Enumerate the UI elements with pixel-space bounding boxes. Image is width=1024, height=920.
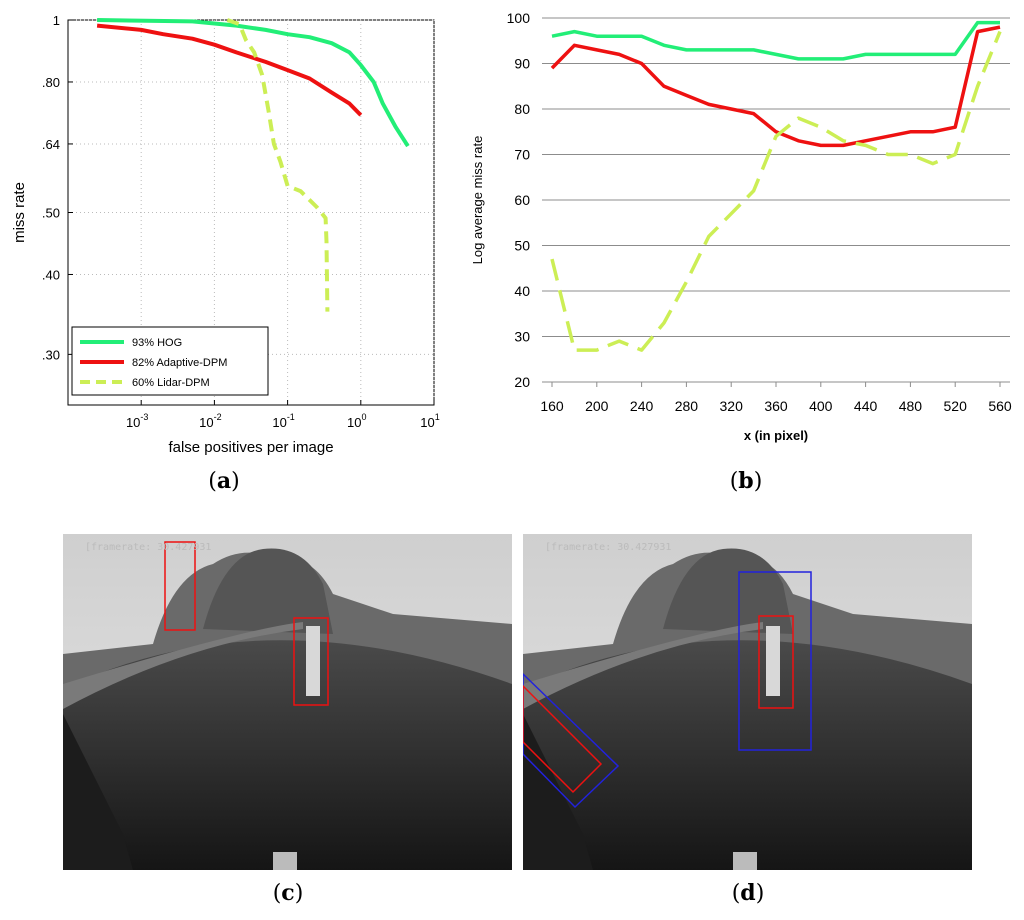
- y-tick-label: 50: [514, 238, 530, 254]
- series-line-1: [550, 25, 1001, 148]
- x-tick-label: 320: [720, 398, 744, 414]
- legend-label: 82% Adaptive-DPM: [132, 357, 227, 369]
- y-axis-label: miss rate: [11, 182, 28, 243]
- detection-box-blue: [523, 672, 620, 809]
- chart-a: 10-3 10-2 10-1 100 101 1 .80 .64 .50 .40 .30 false …: [11, 13, 440, 456]
- camera-scene-c: [63, 534, 512, 870]
- x-tick-label: 520: [944, 398, 968, 414]
- y-tick-label: 100: [507, 10, 531, 26]
- legend-label: 93% HOG: [132, 337, 182, 349]
- x-tick-label: 480: [899, 398, 923, 414]
- x-tick-label: 400: [809, 398, 833, 414]
- series-line-1: [96, 23, 363, 117]
- camera-scene-d: [523, 534, 972, 870]
- y-tick-label: 30: [514, 329, 530, 345]
- detection-box: [293, 617, 329, 706]
- x-tick-label: 10-1: [272, 412, 294, 430]
- y-axis-label: Log average miss rate: [470, 136, 485, 265]
- series-line-0: [97, 18, 410, 148]
- detection-box-blue: [738, 571, 812, 751]
- x-tick-label: 160: [540, 398, 564, 414]
- y-tick-label: .80: [42, 75, 60, 90]
- y-tick-label: 40: [514, 283, 530, 299]
- series-line-0: [551, 20, 1000, 61]
- y-tick-label: .30: [42, 347, 60, 362]
- y-tick-label: 70: [514, 147, 530, 163]
- x-tick-label: 560: [988, 398, 1012, 414]
- detection-box: [164, 541, 196, 631]
- framerate-text: [framerate: 30.427931: [85, 542, 212, 553]
- series-line-2: [226, 18, 330, 312]
- x-axis-label: false positives per image: [168, 439, 333, 456]
- y-tick-label: .64: [42, 137, 60, 152]
- x-tick-label: 10-3: [126, 412, 148, 430]
- x-tick-label: 200: [585, 398, 609, 414]
- camera-image-d: [framerate: 30.427931: [523, 534, 972, 870]
- x-axis-label: x (in pixel): [744, 428, 808, 443]
- framerate-text: [framerate: 30.427931: [545, 542, 672, 553]
- x-tick-label: 360: [764, 398, 788, 414]
- detection-box: [523, 684, 603, 794]
- caption-a: (a): [208, 468, 240, 494]
- y-tick-label: 60: [514, 192, 530, 208]
- caption-c: (c): [272, 880, 304, 906]
- x-tick-label: 101: [420, 412, 439, 430]
- detection-box: [758, 615, 794, 709]
- x-tick-label: 240: [630, 398, 654, 414]
- y-tick-label: 1: [53, 13, 60, 28]
- caption-b: (b): [729, 468, 763, 494]
- y-tick-label: 90: [514, 56, 530, 72]
- camera-image-c: [framerate: 30.427931: [63, 534, 512, 870]
- y-tick-label: .50: [42, 206, 60, 221]
- y-tick-label: .40: [42, 267, 60, 282]
- y-tick-label: 80: [514, 101, 530, 117]
- x-tick-label: 440: [854, 398, 878, 414]
- series-line-2: [550, 30, 1002, 352]
- x-tick-label: 10-2: [199, 412, 221, 430]
- legend-label: 60% Lidar-DPM: [132, 377, 210, 389]
- x-tick-label: 100: [347, 412, 366, 430]
- caption-d: (d): [731, 880, 765, 906]
- chart-b: 20 30 40 50 60 70 80 90 100 160 200 240 280 320 360 400…: [470, 10, 1012, 443]
- y-tick-label: 20: [514, 374, 530, 390]
- x-tick-label: 280: [675, 398, 699, 414]
